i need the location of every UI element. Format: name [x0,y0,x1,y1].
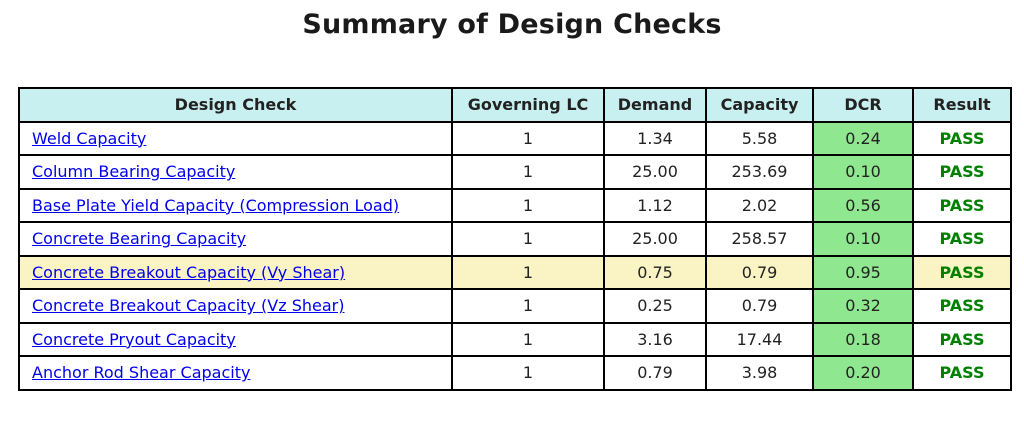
capacity-cell: 2.02 [705,187,814,223]
demand-cell: 25.00 [603,221,707,257]
table-row: Concrete Breakout Capacity (Vz Shear) 1 … [18,288,1012,324]
page-title: Summary of Design Checks [302,9,722,40]
governing-lc-cell: 1 [451,254,605,290]
governing-lc-cell: 1 [451,187,605,223]
governing-lc-cell: 1 [451,120,605,156]
table-header-row: Design Check Governing LC Demand Capacit… [18,87,1012,123]
table-row: Column Bearing Capacity 1 25.00 253.69 0… [18,154,1012,190]
result-cell: PASS [912,321,1012,357]
design-check-cell: Concrete Breakout Capacity (Vy Shear) [18,254,453,290]
dcr-cell: 0.56 [812,187,914,223]
design-checks-table: Design Check Governing LC Demand Capacit… [18,87,1012,391]
governing-lc-cell: 1 [451,321,605,357]
governing-lc-cell: 1 [451,221,605,257]
header-demand: Demand [603,87,707,123]
dcr-cell: 0.18 [812,321,914,357]
governing-lc-cell: 1 [451,355,605,391]
design-check-cell: Base Plate Yield Capacity (Compression L… [18,187,453,223]
design-check-link[interactable]: Concrete Breakout Capacity (Vz Shear) [32,296,345,316]
design-check-link[interactable]: Weld Capacity [32,128,147,148]
table-row: Weld Capacity 1 1.34 5.58 0.24 PASS [18,120,1012,156]
design-check-link[interactable]: Concrete Breakout Capacity (Vy Shear) [32,262,346,282]
result-cell: PASS [912,288,1012,324]
design-check-link[interactable]: Concrete Bearing Capacity [32,229,247,249]
table-row: Concrete Breakout Capacity (Vy Shear) 1 … [18,254,1012,290]
capacity-cell: 253.69 [705,154,814,190]
demand-cell: 0.79 [603,355,707,391]
dcr-cell: 0.10 [812,221,914,257]
demand-cell: 3.16 [603,321,707,357]
dcr-cell: 0.24 [812,120,914,156]
header-capacity: Capacity [705,87,814,123]
capacity-cell: 258.57 [705,221,814,257]
table-row: Anchor Rod Shear Capacity 1 0.79 3.98 0.… [18,355,1012,391]
result-cell: PASS [912,355,1012,391]
capacity-cell: 5.58 [705,120,814,156]
governing-lc-cell: 1 [451,154,605,190]
design-check-link[interactable]: Concrete Pryout Capacity [32,329,236,349]
capacity-cell: 0.79 [705,288,814,324]
design-check-link[interactable]: Base Plate Yield Capacity (Compression L… [32,195,400,215]
design-check-cell: Anchor Rod Shear Capacity [18,355,453,391]
design-check-cell: Concrete Breakout Capacity (Vz Shear) [18,288,453,324]
result-cell: PASS [912,120,1012,156]
design-check-link[interactable]: Anchor Rod Shear Capacity [32,363,251,383]
design-check-cell: Concrete Bearing Capacity [18,221,453,257]
design-check-link[interactable]: Column Bearing Capacity [32,162,236,182]
result-cell: PASS [912,154,1012,190]
capacity-cell: 17.44 [705,321,814,357]
design-check-cell: Column Bearing Capacity [18,154,453,190]
table-row: Base Plate Yield Capacity (Compression L… [18,187,1012,223]
dcr-cell: 0.20 [812,355,914,391]
header-result: Result [912,87,1012,123]
capacity-cell: 3.98 [705,355,814,391]
demand-cell: 0.25 [603,288,707,324]
design-check-cell: Concrete Pryout Capacity [18,321,453,357]
header-design-check: Design Check [18,87,453,123]
demand-cell: 1.34 [603,120,707,156]
dcr-cell: 0.32 [812,288,914,324]
report-page: Summary of Design Checks Design Check Go… [0,9,1024,391]
table-row: Concrete Pryout Capacity 1 3.16 17.44 0.… [18,321,1012,357]
design-check-cell: Weld Capacity [18,120,453,156]
result-cell: PASS [912,254,1012,290]
header-dcr: DCR [812,87,914,123]
demand-cell: 1.12 [603,187,707,223]
result-cell: PASS [912,221,1012,257]
demand-cell: 25.00 [603,154,707,190]
result-cell: PASS [912,187,1012,223]
dcr-cell: 0.95 [812,254,914,290]
table-row: Concrete Bearing Capacity 1 25.00 258.57… [18,221,1012,257]
dcr-cell: 0.10 [812,154,914,190]
demand-cell: 0.75 [603,254,707,290]
header-governing-lc: Governing LC [451,87,605,123]
capacity-cell: 0.79 [705,254,814,290]
governing-lc-cell: 1 [451,288,605,324]
